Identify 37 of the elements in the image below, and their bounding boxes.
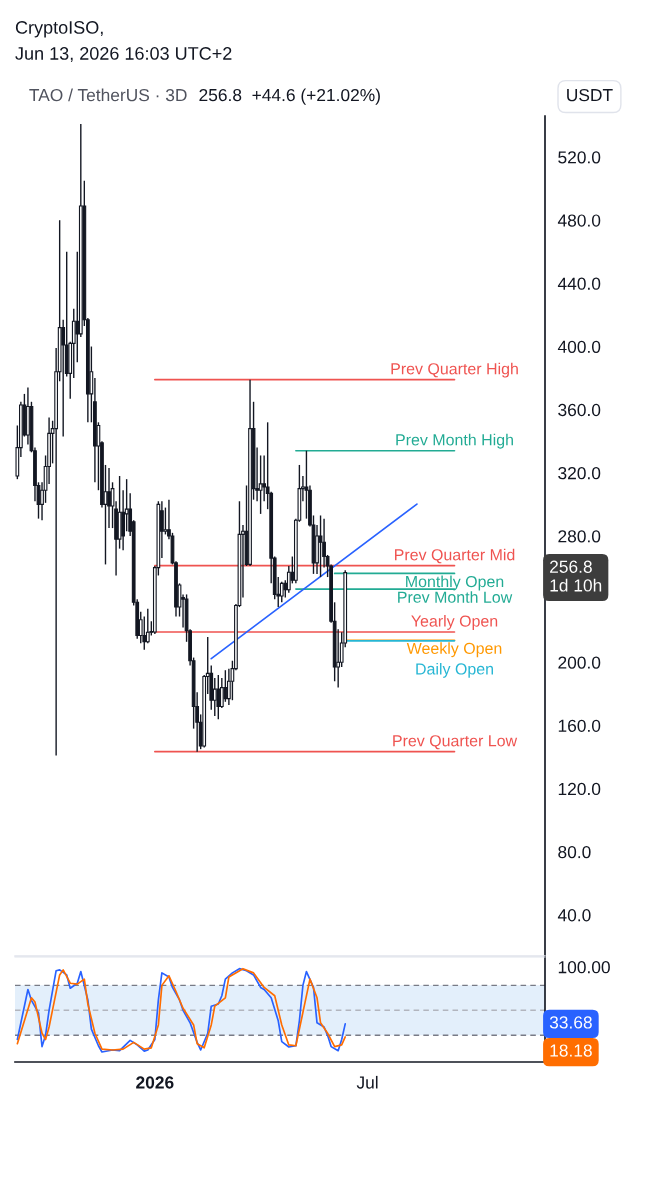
text: 18.18 bbox=[550, 1044, 592, 1057]
series-label: Prev Quarter High bbox=[391, 362, 518, 378]
text: Jun 13, 2026 16:03 UTC+2 bbox=[15, 47, 232, 62]
text: 1d 10h bbox=[550, 578, 602, 592]
y-tick-label: 440.0 bbox=[557, 277, 601, 290]
series-label: Yearly Open bbox=[411, 615, 498, 630]
y-axis-title: USDT bbox=[567, 88, 613, 102]
series-label: Daily Open bbox=[416, 662, 493, 678]
chart-subtitle: 256.8 +44.6 (+21.02%) bbox=[199, 88, 380, 105]
y-tick-label: 320.0 bbox=[558, 467, 601, 480]
y-tick-label: 80.0 bbox=[558, 845, 591, 859]
candlestick bbox=[142, 615, 147, 651]
y-tick-label: 40.0 bbox=[557, 909, 591, 922]
chart-title: TAO / TetherUS · 3D bbox=[29, 88, 187, 102]
x-tick-label: 2026 bbox=[136, 1076, 174, 1089]
text: CryptoISO, bbox=[15, 21, 103, 38]
series-label: Weekly Open bbox=[406, 642, 502, 658]
y-tick-label: 400.0 bbox=[557, 340, 601, 353]
y-tick-label: 480.0 bbox=[557, 214, 601, 227]
y-tick-label: 520.0 bbox=[558, 151, 601, 164]
series-label: Prev Quarter Mid bbox=[395, 548, 515, 564]
y-tick-label: 280.0 bbox=[558, 530, 601, 543]
x-tick-label: Jul bbox=[356, 1075, 378, 1089]
series-label: Prev Quarter Low bbox=[393, 735, 518, 750]
text: 100.00 bbox=[558, 961, 610, 974]
y-tick-label: 160.0 bbox=[558, 719, 601, 732]
series-label: Monthly Open bbox=[406, 575, 504, 591]
candlestick bbox=[223, 669, 228, 703]
candlestick bbox=[163, 506, 168, 536]
text: 33.68 bbox=[549, 1016, 592, 1029]
y-tick-label: 120.0 bbox=[558, 782, 601, 796]
series-label: Prev Month High bbox=[396, 433, 513, 449]
text: 256.8 bbox=[550, 560, 592, 573]
series-label: Prev Month Low bbox=[398, 591, 513, 603]
candlestick bbox=[216, 674, 221, 720]
y-tick-label: 360.0 bbox=[558, 403, 601, 417]
y-tick-label: 200.0 bbox=[558, 656, 601, 669]
